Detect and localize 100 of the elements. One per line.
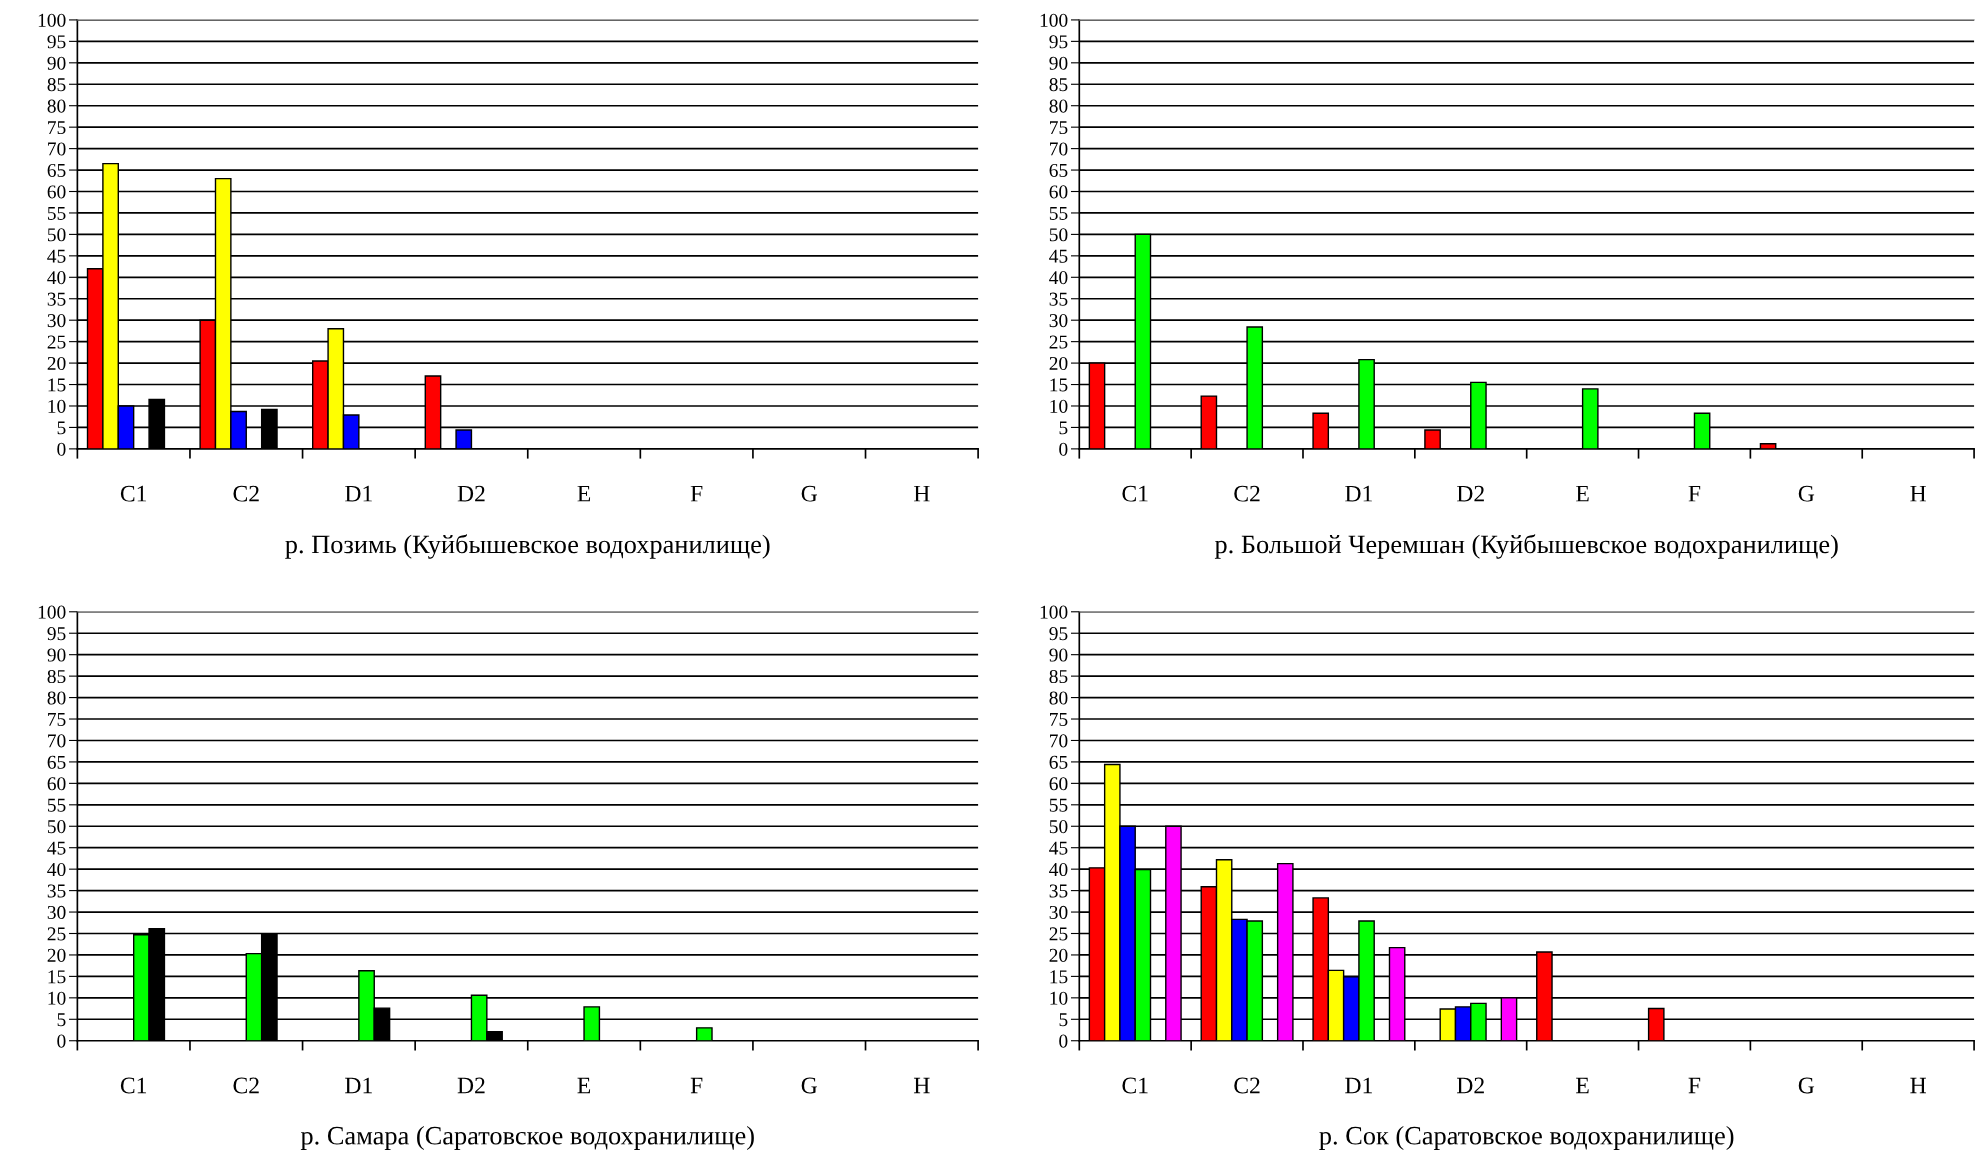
x-axis-title: р. Позимь (Куйбышевское водохранилище) <box>285 534 770 559</box>
y-tick-label: 50 <box>47 228 66 242</box>
y-tick-label: 0 <box>1059 442 1068 456</box>
x-tick-label: C2 <box>1234 485 1260 502</box>
y-tick-label: 15 <box>1050 970 1068 984</box>
y-tick-label: 15 <box>48 970 66 984</box>
x-tick-label: D2 <box>1457 1077 1484 1094</box>
y-tick-label: 65 <box>47 163 66 177</box>
y-tick-label: 25 <box>47 927 66 941</box>
y-tick-label: 20 <box>47 356 66 371</box>
y-tick-label: 75 <box>1050 121 1068 135</box>
y-tick-label: 20 <box>47 948 66 962</box>
y-tick-label: 75 <box>1050 713 1068 726</box>
y-tick-label: 55 <box>47 206 66 220</box>
y-tick-label: 0 <box>57 1034 66 1048</box>
y-tick-label: 10 <box>48 991 66 1005</box>
y-tick-label: 15 <box>1050 378 1068 392</box>
x-tick-label: C1 <box>120 1077 147 1094</box>
y-tick-label: 60 <box>1049 185 1068 199</box>
y-tick-label: 95 <box>1049 627 1068 641</box>
y-tick-label: 60 <box>1049 777 1068 791</box>
x-tick-label: H <box>1910 485 1926 502</box>
x-tick-label: D1 <box>345 485 372 502</box>
x-tick-label: F <box>690 485 703 502</box>
y-tick-label: 60 <box>47 777 66 791</box>
x-axis-title: р. Большой Черемшан (Куйбышевское водохранилище) <box>1214 534 1838 559</box>
x-tick-label: C1 <box>120 485 147 502</box>
y-tick-label: 5 <box>1059 1013 1068 1027</box>
y-tick-label: 40 <box>47 862 66 877</box>
x-tick-label: E <box>577 1077 591 1094</box>
x-tick-label: H <box>1910 1077 1926 1094</box>
y-tick-label: 35 <box>1049 292 1068 306</box>
y-tick-label: 100 <box>1040 605 1068 619</box>
y-tick-label: 100 <box>38 13 66 27</box>
y-tick-label: 5 <box>1059 421 1068 435</box>
y-tick-label: 70 <box>1050 734 1068 748</box>
y-tick-label: 90 <box>1049 648 1068 662</box>
x-tick-label: F <box>1688 1077 1701 1094</box>
y-tick-label: 55 <box>47 798 66 812</box>
x-tick-label: D1 <box>345 1077 372 1094</box>
x-tick-label: H <box>913 1077 930 1094</box>
y-tick-label: 45 <box>47 249 66 263</box>
x-tick-label: G <box>1798 1077 1815 1094</box>
x-tick-label: D2 <box>457 485 485 502</box>
y-tick-label: 10 <box>48 399 66 413</box>
x-tick-label: G <box>1798 485 1815 502</box>
x-tick-label: F <box>1688 485 1701 502</box>
x-tick-label: E <box>1576 1077 1589 1094</box>
x-tick-label: C2 <box>233 485 259 502</box>
y-tick-label: 65 <box>1049 163 1068 177</box>
y-tick-label: 80 <box>47 691 66 705</box>
y-tick-label: 40 <box>1049 271 1068 285</box>
x-tick-label: H <box>913 485 930 502</box>
y-tick-label: 30 <box>47 314 66 328</box>
y-tick-label: 45 <box>47 841 66 855</box>
x-tick-label: F <box>690 1077 703 1094</box>
y-tick-label: 0 <box>57 442 66 456</box>
x-tick-label: C1 <box>1122 485 1148 502</box>
y-tick-label: 85 <box>1049 78 1068 92</box>
y-tick-label: 45 <box>1049 249 1068 263</box>
y-tick-label: 50 <box>1049 228 1068 242</box>
y-tick-label: 25 <box>1049 927 1068 941</box>
y-tick-label: 70 <box>1050 142 1068 156</box>
y-tick-label: 35 <box>1049 884 1068 898</box>
x-axis-title: р. Сок (Саратовское водохранилище) <box>1319 1126 1734 1150</box>
y-tick-label: 80 <box>47 99 66 113</box>
y-tick-label: 30 <box>47 905 66 919</box>
y-tick-label: 100 <box>1040 13 1068 27</box>
y-tick-label: 85 <box>47 669 66 684</box>
y-tick-label: 70 <box>48 734 66 748</box>
x-tick-label: E <box>577 485 591 502</box>
x-tick-label: D1 <box>1345 485 1372 502</box>
y-tick-label: 25 <box>47 335 66 349</box>
y-tick-label: 30 <box>1049 314 1068 328</box>
y-tick-label: 65 <box>47 755 66 769</box>
y-tick-label: 5 <box>57 421 66 435</box>
y-tick-label: 95 <box>47 627 66 641</box>
x-tick-label: E <box>1576 485 1589 502</box>
y-tick-label: 90 <box>47 56 66 70</box>
y-tick-label: 100 <box>38 605 66 619</box>
x-tick-label: G <box>801 1077 818 1094</box>
y-tick-label: 75 <box>48 121 66 135</box>
y-tick-label: 50 <box>47 820 66 834</box>
y-tick-label: 50 <box>1049 820 1068 834</box>
x-tick-label: D1 <box>1345 1077 1372 1094</box>
y-tick-label: 10 <box>1050 991 1068 1005</box>
y-tick-label: 80 <box>1049 99 1068 113</box>
y-tick-label: 80 <box>1049 691 1068 705</box>
y-tick-label: 35 <box>47 884 66 898</box>
y-tick-label: 85 <box>1049 669 1068 684</box>
y-tick-label: 95 <box>1049 35 1068 49</box>
y-tick-label: 20 <box>1049 356 1068 371</box>
x-tick-label: D2 <box>457 1077 485 1094</box>
x-tick-label: D2 <box>1457 485 1484 502</box>
x-axis-title: р. Самара (Саратовское водохранилище) <box>300 1126 754 1150</box>
x-tick-label: C2 <box>1234 1077 1260 1094</box>
y-tick-label: 75 <box>48 713 66 726</box>
y-tick-label: 15 <box>48 378 66 392</box>
x-tick-label: G <box>801 485 818 502</box>
y-tick-label: 20 <box>1049 948 1068 962</box>
